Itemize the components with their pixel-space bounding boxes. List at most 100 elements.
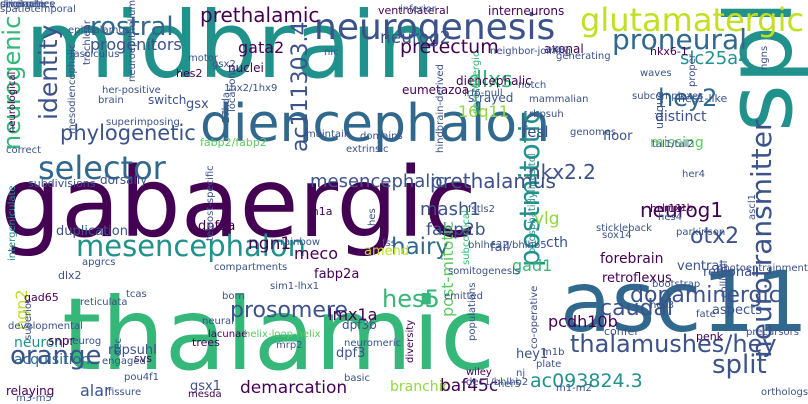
cloud-word: selector — [38, 149, 166, 187]
cloud-word: duplication — [56, 224, 128, 239]
cloud-word: aspects — [712, 303, 763, 318]
cloud-word: nkx6-1 — [650, 45, 688, 58]
cloud-word: born — [222, 291, 245, 302]
cloud-word: mrp2 — [276, 340, 303, 351]
cloud-word: superimposing — [106, 117, 180, 128]
cloud-word: dpf3b — [342, 318, 377, 332]
cloud-word: regional — [703, 265, 756, 280]
cloud-word: her5 — [498, 379, 521, 390]
cloud-word: stickleback — [596, 223, 652, 234]
cloud-word: ascl1 — [747, 194, 758, 220]
cloud-word: pretectum — [400, 36, 499, 58]
cloud-word: slc25a4 — [680, 48, 750, 69]
cloud-word: hairy — [391, 234, 450, 260]
cloud-word: orthologs — [761, 387, 808, 398]
cloud-word: prethalamus — [430, 169, 556, 193]
cloud-word: subcomplexes — [632, 91, 704, 102]
cloud-word: motor — [188, 53, 219, 64]
cloud-word: ventrolateral — [378, 4, 449, 17]
cloud-word: prethalamic — [200, 3, 320, 27]
cloud-word: neurog1 — [640, 198, 724, 222]
cloud-word: nic — [324, 47, 339, 58]
cloud-word: dec1/bhlhb2 — [466, 377, 529, 388]
cloud-word: correct — [6, 145, 42, 156]
cloud-word: neurog — [66, 336, 102, 347]
cloud-word: compartments — [214, 262, 288, 273]
cloud-word: neurog2 — [380, 28, 451, 48]
cloud-word: retroflexus — [602, 271, 672, 286]
cloud-word: gata2 — [238, 38, 285, 57]
cloud-word: proper — [687, 54, 698, 87]
cloud-word: fesl — [522, 123, 549, 141]
cloud-word: diencephalic — [456, 74, 532, 88]
cloud-word: nkx2.2 — [528, 160, 596, 184]
cloud-word: sim1-lhx1 — [270, 281, 320, 292]
cloud-word: dec — [113, 338, 124, 356]
cloud-word: mash1 — [420, 199, 481, 220]
cloud-word: neuroepithelium — [127, 0, 138, 82]
cloud-word: lacunae — [208, 329, 248, 340]
cloud-word: amend — [364, 244, 410, 259]
cloud-word: confer — [604, 325, 639, 338]
cloud-word: vlg — [534, 209, 560, 229]
cloud-word: 27kda — [221, 92, 232, 123]
cloud-word: hes5 — [382, 285, 440, 313]
cloud-word: prosomere — [230, 298, 348, 323]
cloud-word: asc11 — [560, 253, 808, 351]
cloud-word: thalamic — [62, 276, 496, 393]
cloud-word: plate — [536, 359, 562, 370]
cloud-word: progenitors — [90, 35, 182, 54]
cloud-word: irf6-null — [464, 88, 503, 99]
cloud-word: lmx1a — [328, 305, 378, 324]
cloud-word: gabaergic — [0, 147, 477, 259]
cloud-word: strayed — [468, 91, 514, 105]
cloud-word: photoentrainment — [717, 263, 808, 274]
cloud-word: rbpsuh — [529, 109, 564, 120]
cloud-word: switch — [148, 93, 187, 107]
cloud-word: emitted — [444, 291, 484, 302]
cloud-word: dpf3 — [336, 346, 366, 361]
cloud-word: inferior — [400, 4, 436, 15]
cloud-word: svs — [134, 352, 152, 365]
cloud-word: 1hx2/1hx9 — [224, 83, 278, 94]
cloud-word: generating — [556, 51, 611, 62]
cloud-word: thalamushes/hey — [570, 330, 777, 358]
cloud-word: neural — [202, 316, 234, 327]
cloud-word: spatiotemporal — [0, 4, 76, 15]
cloud-word: maintain — [306, 129, 351, 140]
cloud-word: co-operative — [529, 285, 540, 349]
cloud-word: bhlhe22/bhlhb5 — [468, 240, 547, 251]
cloud-word: dlx2 — [58, 269, 82, 282]
cloud-word: apgrcs — [82, 257, 116, 268]
cloud-word: neurotransmitter — [745, 119, 778, 358]
cloud-word: fissure — [108, 387, 142, 398]
cloud-word: wiley — [466, 367, 492, 378]
cloud-word: gsx1 — [190, 379, 221, 394]
cloud-word: neuromeric — [344, 338, 402, 349]
cloud-word: genomes — [570, 127, 617, 138]
cloud-word: eumetazoa — [402, 83, 470, 97]
cloud-word: hes2 — [176, 67, 203, 80]
cloud-word: interneurons — [488, 4, 565, 18]
cloud-word: penk — [696, 330, 724, 343]
cloud-word: waves — [640, 68, 672, 79]
cloud-word: relaying — [6, 384, 55, 398]
cloud-word: nuclei — [228, 61, 264, 75]
cloud-word: split — [712, 350, 767, 380]
cloud-word: dpf3a — [198, 219, 236, 234]
cloud-word: acquisition — [14, 352, 90, 368]
cloud-word: pcdh10b — [548, 312, 618, 331]
cloud-word: divergence — [0, 0, 56, 10]
cloud-word: epithalamus — [68, 25, 130, 36]
cloud-word: fabp2/fabp2 — [200, 136, 267, 149]
cloud-word: neighbor-joining — [490, 46, 571, 57]
cloud-word: basic — [344, 373, 370, 384]
cloud-word: hes4 — [658, 212, 683, 223]
cloud-word: similarities — [0, 0, 55, 10]
cloud-word: gad1 — [512, 256, 553, 275]
cloud-word: dlxs — [468, 68, 513, 93]
cloud-word: neurological — [7, 71, 18, 133]
cloud-word: neurogenesis — [314, 7, 556, 48]
cloud-word: demarcation — [240, 378, 348, 398]
